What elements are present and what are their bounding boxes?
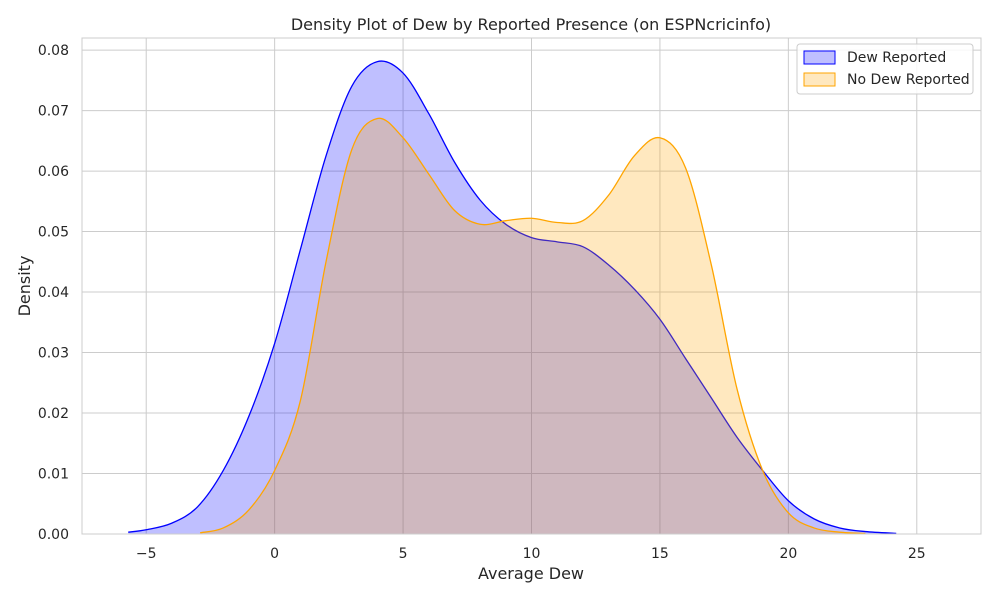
legend-swatch <box>803 72 836 87</box>
x-tick-label: 15 <box>651 546 669 562</box>
y-tick-label: 0.08 <box>38 43 69 59</box>
x-tick-label: 0 <box>270 546 279 562</box>
x-tick-label: −5 <box>136 546 157 562</box>
legend: Dew Reported No Dew Reported <box>796 43 974 95</box>
x-axis-label: Average Dew <box>478 564 584 583</box>
y-tick-label: 0.05 <box>38 225 69 241</box>
legend-label: No Dew Reported <box>847 72 970 88</box>
legend-item-no-dew-reported: No Dew Reported <box>803 72 970 88</box>
density-line-no-dew-reported <box>200 117 866 535</box>
y-axis-label: Density <box>15 256 34 317</box>
x-tick-label: 5 <box>399 546 408 562</box>
y-tick-label: 0.07 <box>38 104 69 120</box>
density-areas <box>128 60 897 535</box>
legend-swatch <box>803 50 836 65</box>
tick-labels: −5 0 5 10 15 20 25 0.00 0.01 0.02 0.03 0.04 0.05 0.06… <box>38 43 926 562</box>
y-tick-label: 0.01 <box>38 467 69 483</box>
y-tick-label: 0.06 <box>38 164 69 180</box>
x-tick-label: 25 <box>908 546 926 562</box>
density-area-no-dew-reported <box>200 118 866 534</box>
legend-label: Dew Reported <box>847 50 946 66</box>
density-area-dew-reported <box>128 61 897 535</box>
y-tick-label: 0.00 <box>38 527 69 543</box>
plot-frame <box>81 37 982 535</box>
x-tick-label: 20 <box>779 546 797 562</box>
y-tick-label: 0.02 <box>38 406 69 422</box>
chart-title: Density Plot of Dew by Reported Presence… <box>291 15 771 34</box>
y-tick-label: 0.04 <box>38 285 69 301</box>
y-tick-label: 0.03 <box>38 346 69 362</box>
legend-item-dew-reported: Dew Reported <box>803 50 946 66</box>
x-tick-label: 10 <box>523 546 541 562</box>
legend-box <box>796 43 974 95</box>
